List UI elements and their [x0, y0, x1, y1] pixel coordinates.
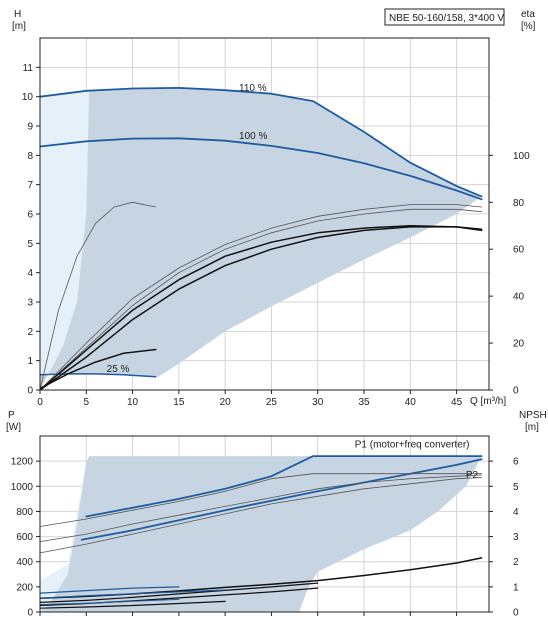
x-tick-label: 15 [173, 397, 185, 408]
title-box [384, 8, 505, 26]
y-tick-label: 2 [27, 327, 33, 338]
curve-annotation: P1 (motor+freq converter) [355, 439, 470, 450]
x-tick-label: 35 [358, 397, 370, 408]
curve-annotation: P2 [466, 470, 479, 481]
series-curve-8 [40, 226, 483, 390]
series-curve-3 [40, 348, 157, 390]
y2-tick-label: 60 [513, 245, 525, 256]
y-tick-label: 3 [27, 298, 33, 309]
y2-tick-label: 80 [513, 198, 525, 209]
y2-tick-label: 5 [513, 482, 519, 493]
series-curve-10 [40, 589, 226, 599]
series-110 [40, 87, 483, 198]
y2-tick-label: 0 [513, 608, 519, 619]
series-100 [40, 137, 483, 201]
y-tick-label: 1 [27, 356, 33, 367]
operating-range [40, 456, 482, 612]
y2-tick-label: 20 [513, 339, 525, 350]
y-tick-label: 600 [16, 532, 33, 543]
y2-tick-label: 2 [513, 557, 519, 568]
x-tick-label: 10 [127, 397, 139, 408]
y-tick-label: 10 [22, 92, 34, 103]
power-axis-unit: [W] [6, 422, 21, 433]
series-curve-4 [40, 201, 157, 390]
series-curve-2 [40, 473, 482, 527]
npsh-axis-title: NPSH [519, 410, 547, 421]
series-curve-7 [40, 224, 483, 390]
y-tick-label: 0 [27, 608, 33, 619]
power-npsh-plot: 0 200 400 600 800 1000 1200 0 1 2 3 4 5 6 P1 (motor+fr… [11, 435, 519, 619]
x-tick-label: 5 [84, 397, 90, 408]
y-tick-label: 1200 [11, 457, 34, 468]
y-tick-label: 9 [27, 122, 33, 133]
y-tick-label: 800 [16, 507, 33, 518]
series-p1-motor-freq-converter [85, 455, 483, 518]
series-curve-6 [40, 208, 482, 390]
npsh-axis-unit: [m] [525, 422, 539, 433]
y-tick-label: 11 [23, 63, 34, 74]
y2-tick-label: 6 [513, 457, 519, 468]
y2-tick-label: 1 [513, 582, 519, 593]
curve-annotation: 110 % [239, 83, 267, 94]
y2-tick-label: 4 [513, 507, 519, 518]
y-tick-label: 5 [27, 239, 33, 250]
y2-tick-label: 3 [513, 532, 519, 543]
curve-annotation: 25 % [107, 364, 130, 375]
flow-axis-title: Q [m³/h] [470, 396, 506, 407]
x-tick-label: 0 [37, 397, 43, 408]
operating-range-light [40, 462, 87, 612]
x-tick-label: 25 [266, 397, 278, 408]
y2-tick-label: 40 [513, 292, 525, 303]
head-axis-title: H [14, 9, 21, 20]
series-curve-5 [40, 204, 482, 390]
x-tick-label: 45 [451, 397, 463, 408]
series-curve-6 [40, 582, 319, 603]
eta-axis-unit: [%] [521, 21, 536, 32]
y-tick-label: 200 [16, 582, 33, 593]
y2-tick-label: 100 [513, 151, 530, 162]
y-tick-label: 0 [27, 386, 33, 397]
x-tick-label: 40 [405, 397, 417, 408]
head-axis-unit: [m] [12, 21, 26, 32]
series-curve-8 [40, 600, 226, 609]
y2-tick-label: 0 [513, 386, 519, 397]
y-tick-label: 1000 [11, 482, 34, 493]
x-tick-label: 20 [220, 397, 232, 408]
y-tick-label: 7 [27, 180, 33, 191]
series-p2 [80, 458, 483, 541]
x-tick-label: 30 [312, 397, 324, 408]
operating-range-light [40, 90, 90, 390]
series-curve-9 [40, 586, 180, 594]
y-tick-label: 400 [16, 557, 33, 568]
y-tick-label: 8 [27, 151, 33, 162]
y-tick-label: 6 [27, 210, 33, 221]
series-curve-3 [40, 474, 482, 542]
series-curve-4 [40, 477, 482, 554]
operating-range [40, 87, 482, 390]
chart-title: NBE 50-160/158, 3*400 V [389, 13, 504, 24]
power-axis-title: P [8, 410, 15, 421]
curve-annotation: 100 % [239, 131, 267, 142]
eta-axis-title: eta [521, 9, 535, 20]
series-curve-11 [40, 598, 180, 605]
y-tick-label: 4 [27, 268, 33, 279]
plot-frame [39, 435, 490, 613]
